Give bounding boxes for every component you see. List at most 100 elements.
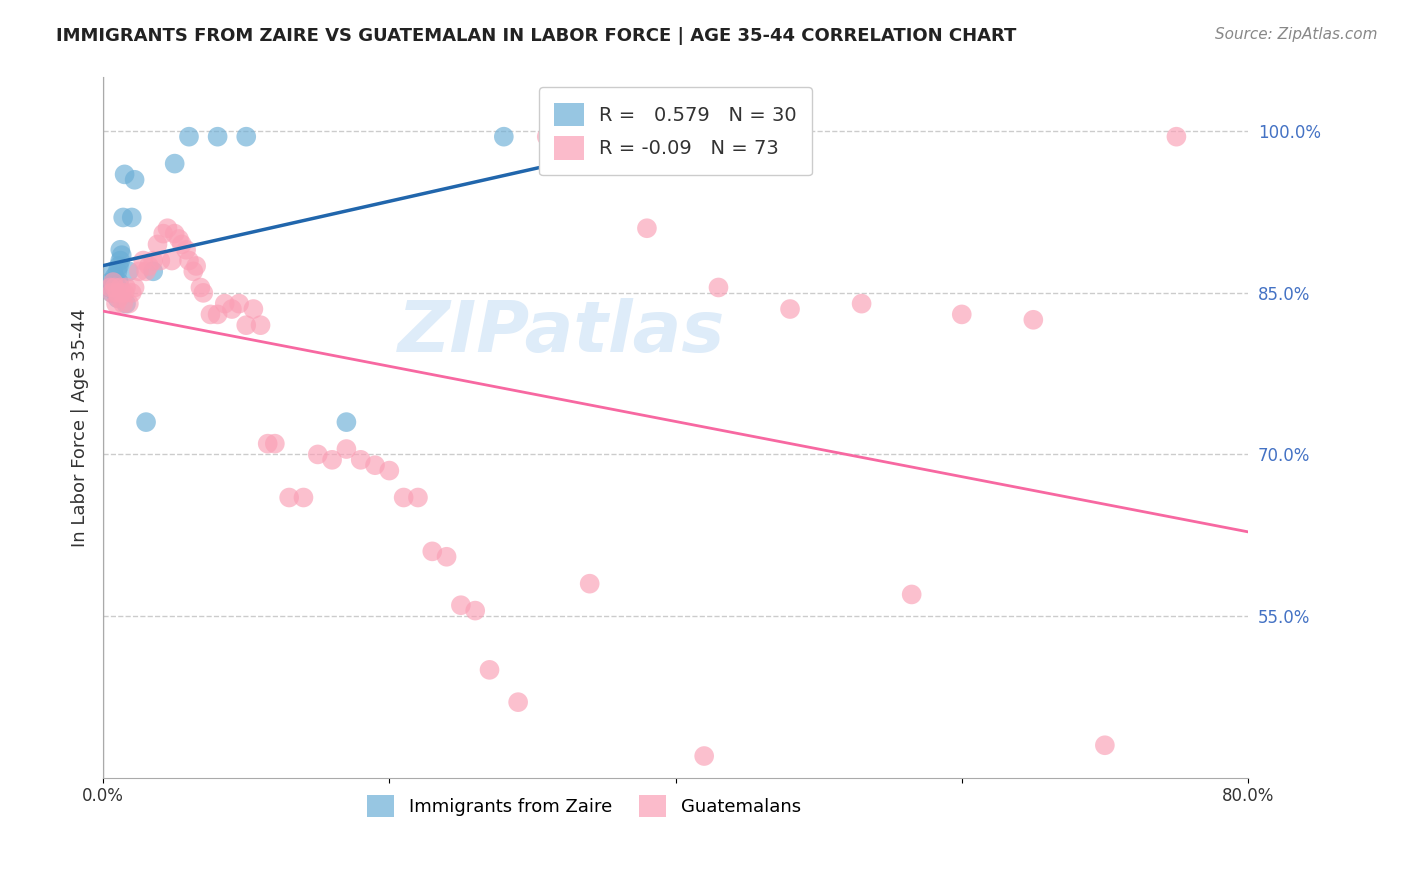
Point <box>115 280 138 294</box>
Point <box>98 275 121 289</box>
Point <box>492 129 515 144</box>
Point <box>170 237 193 252</box>
Point <box>1166 129 1188 144</box>
Point <box>851 296 873 310</box>
Point <box>114 285 136 300</box>
Point <box>101 275 124 289</box>
Point <box>249 318 271 333</box>
Point <box>242 301 264 316</box>
Point <box>132 253 155 268</box>
Point <box>105 285 128 300</box>
Legend: Immigrants from Zaire, Guatemalans: Immigrants from Zaire, Guatemalans <box>360 788 808 824</box>
Point <box>103 280 125 294</box>
Point <box>108 291 131 305</box>
Point <box>135 415 157 429</box>
Point <box>207 307 229 321</box>
Point <box>193 285 215 300</box>
Point <box>110 243 132 257</box>
Point <box>105 296 128 310</box>
Point <box>156 221 179 235</box>
Point <box>221 301 243 316</box>
Point <box>149 253 172 268</box>
Point <box>135 264 157 278</box>
Point <box>146 237 169 252</box>
Point <box>350 452 373 467</box>
Point <box>186 259 208 273</box>
Point <box>142 264 165 278</box>
Point <box>214 296 236 310</box>
Point <box>124 280 146 294</box>
Point <box>103 269 125 284</box>
Point <box>779 301 801 316</box>
Point <box>112 211 135 225</box>
Point <box>200 307 222 321</box>
Point <box>228 296 250 310</box>
Point <box>181 264 204 278</box>
Text: ZIPatlas: ZIPatlas <box>398 299 724 368</box>
Point <box>335 415 357 429</box>
Point <box>1022 313 1045 327</box>
Point <box>464 604 486 618</box>
Point <box>163 156 186 170</box>
Point <box>112 296 135 310</box>
Point <box>392 491 415 505</box>
Point <box>177 129 200 144</box>
Point <box>101 275 124 289</box>
Point <box>108 275 131 289</box>
Point <box>478 663 501 677</box>
Point <box>160 253 183 268</box>
Point <box>110 280 132 294</box>
Point <box>450 599 472 613</box>
Point <box>111 285 134 300</box>
Point <box>142 253 165 268</box>
Point <box>121 285 143 300</box>
Point <box>138 259 160 273</box>
Point <box>101 264 124 278</box>
Point <box>111 248 134 262</box>
Point <box>114 167 136 181</box>
Point <box>278 491 301 505</box>
Point <box>578 576 600 591</box>
Point <box>508 695 530 709</box>
Point <box>167 232 190 246</box>
Point <box>118 296 141 310</box>
Point <box>364 458 387 473</box>
Point <box>593 129 616 144</box>
Point <box>100 285 122 300</box>
Point <box>103 280 125 294</box>
Point <box>110 253 132 268</box>
Point <box>292 491 315 505</box>
Point <box>118 264 141 278</box>
Point <box>307 447 329 461</box>
Point <box>121 211 143 225</box>
Point <box>163 227 186 241</box>
Point <box>1094 738 1116 752</box>
Point <box>108 259 131 273</box>
Point <box>335 442 357 456</box>
Text: IMMIGRANTS FROM ZAIRE VS GUATEMALAN IN LABOR FORCE | AGE 35-44 CORRELATION CHART: IMMIGRANTS FROM ZAIRE VS GUATEMALAN IN L… <box>56 27 1017 45</box>
Point <box>235 318 257 333</box>
Point <box>263 436 285 450</box>
Point <box>107 264 129 278</box>
Point <box>124 173 146 187</box>
Point <box>177 253 200 268</box>
Y-axis label: In Labor Force | Age 35-44: In Labor Force | Age 35-44 <box>72 309 89 547</box>
Point <box>190 280 212 294</box>
Point <box>207 129 229 144</box>
Point <box>707 280 730 294</box>
Point <box>97 280 120 294</box>
Point <box>420 544 443 558</box>
Point <box>152 227 174 241</box>
Point <box>235 129 257 144</box>
Point <box>950 307 973 321</box>
Point <box>174 243 197 257</box>
Point <box>900 587 922 601</box>
Point <box>107 285 129 300</box>
Point <box>436 549 458 564</box>
Point <box>100 285 122 300</box>
Point <box>115 296 138 310</box>
Point <box>378 464 401 478</box>
Point <box>693 749 716 764</box>
Point <box>321 452 343 467</box>
Point <box>636 221 658 235</box>
